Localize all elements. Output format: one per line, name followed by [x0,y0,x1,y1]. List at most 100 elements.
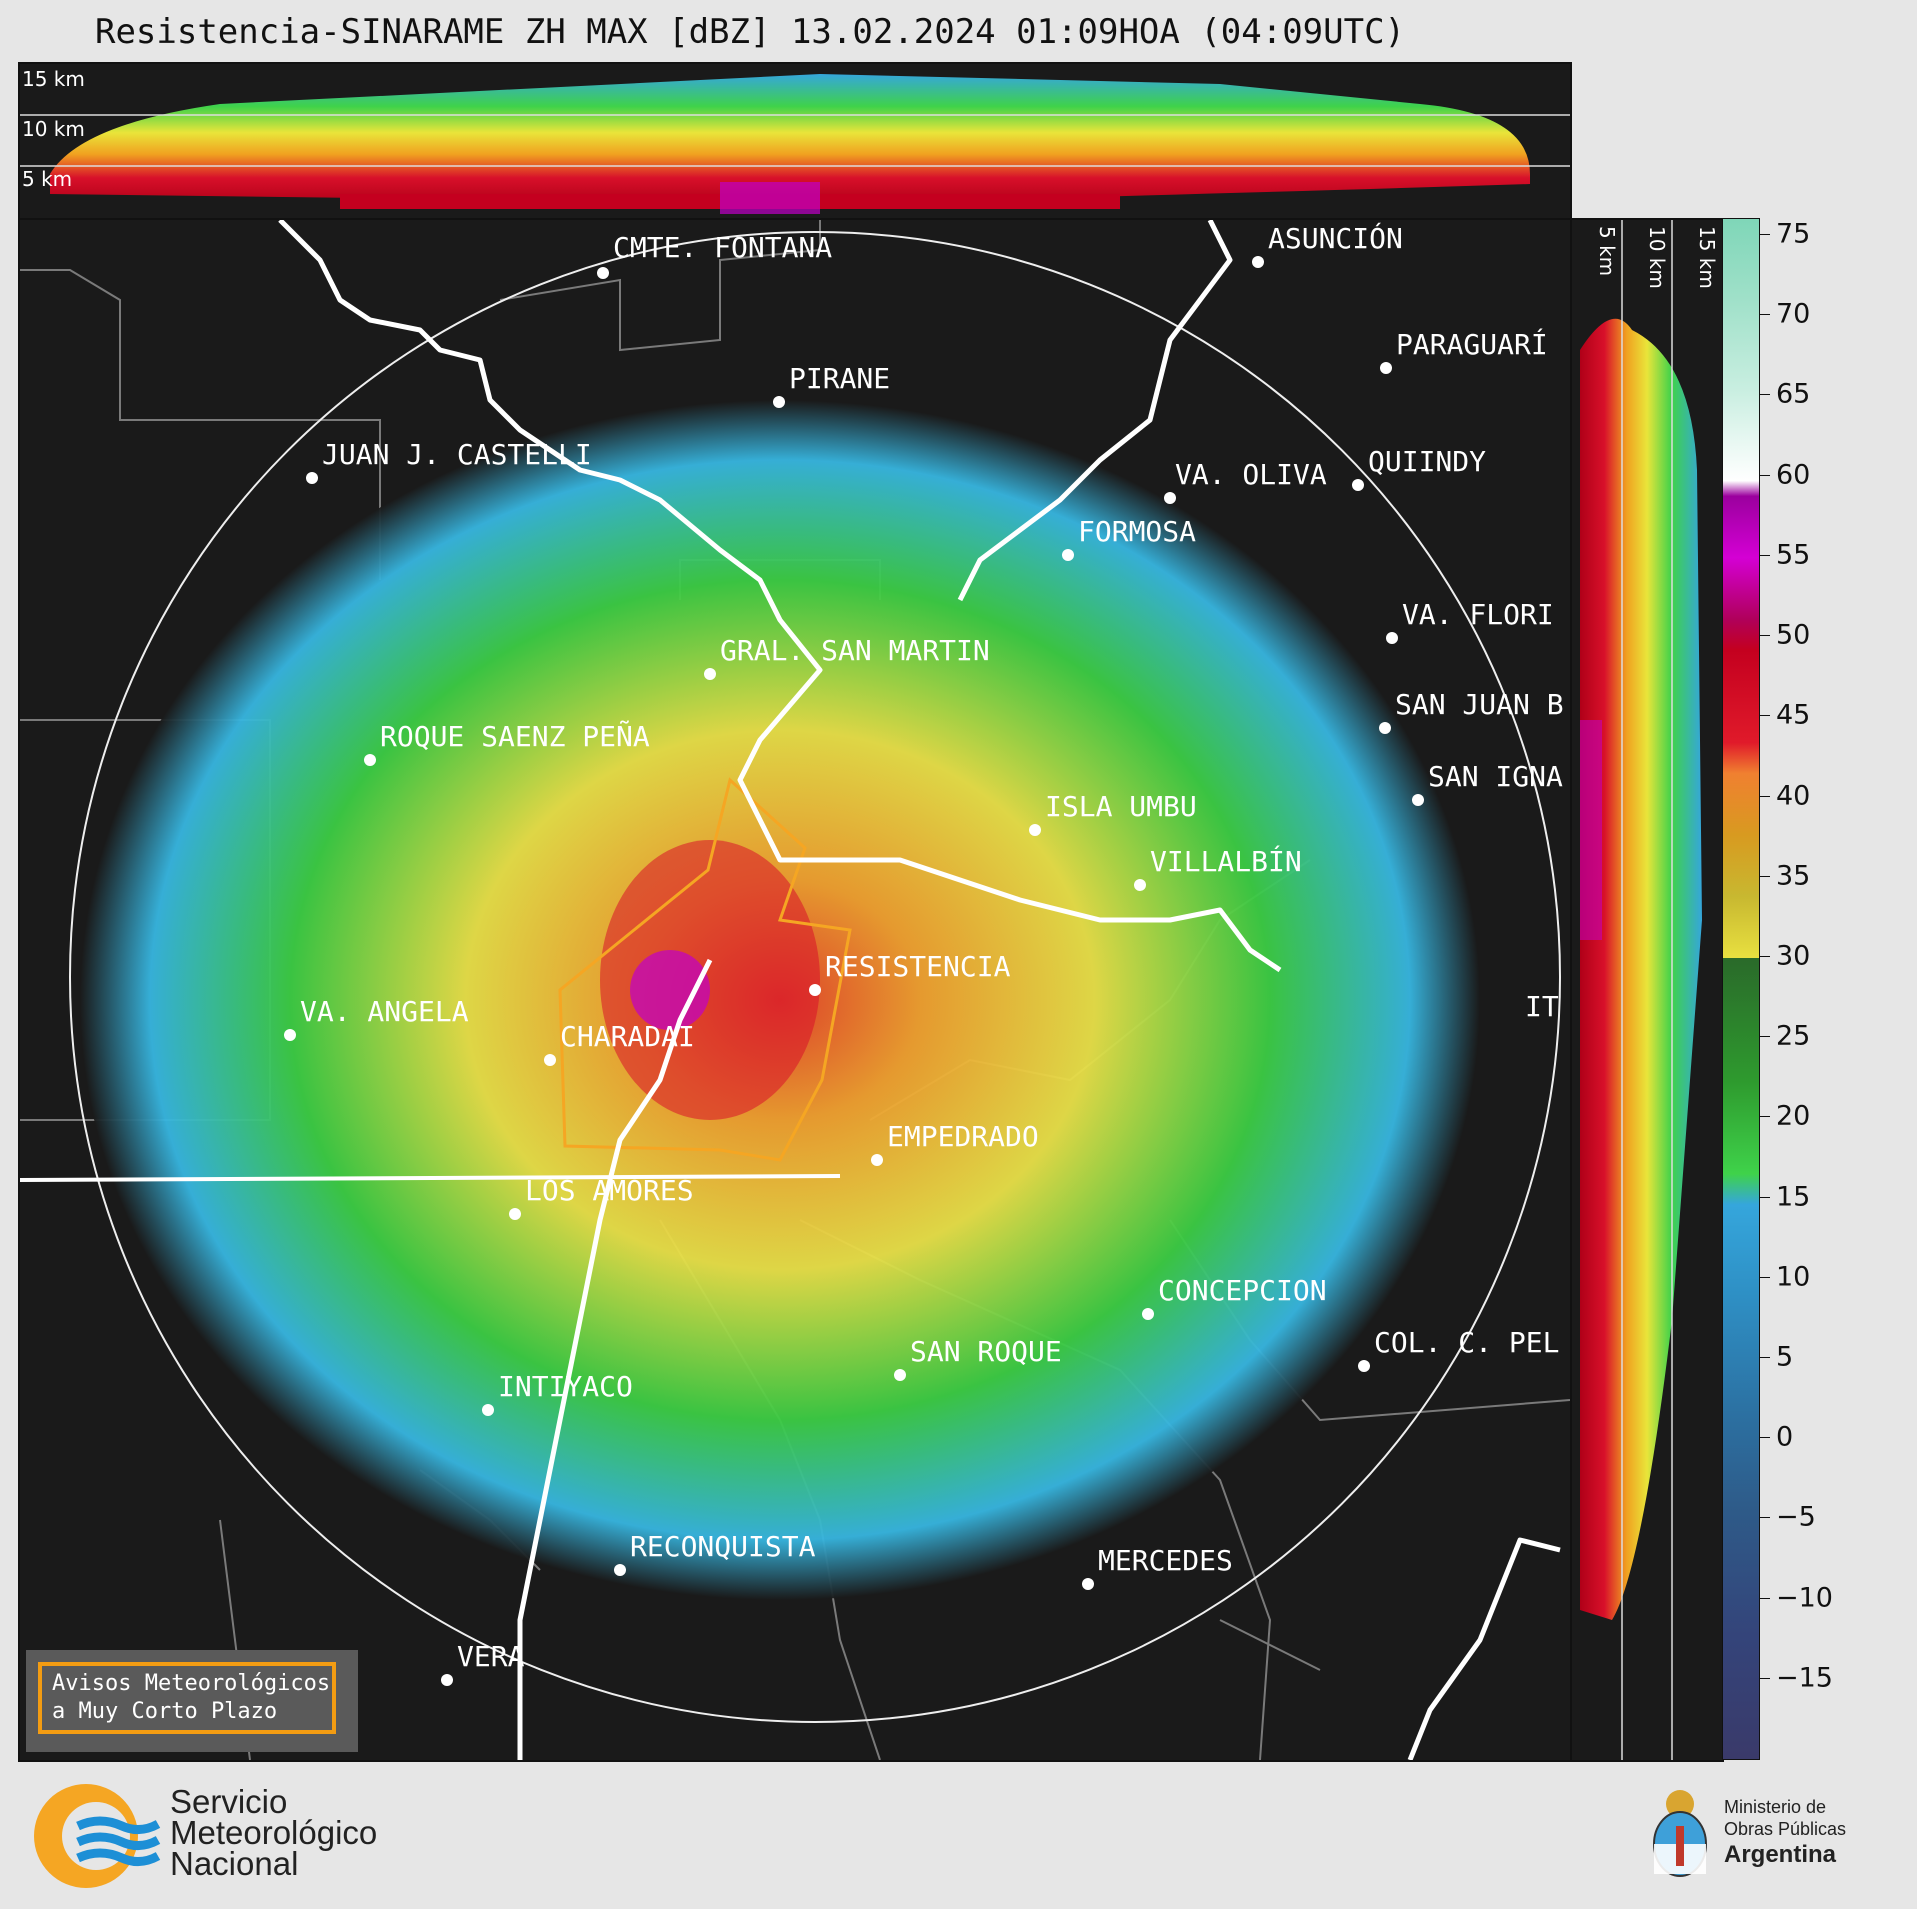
colorbar-tick-label: 5 [1776,1341,1794,1373]
colorbar-tick [1760,635,1770,637]
smn-logo-mark [34,1784,161,1888]
colorbar-tick [1760,1517,1770,1519]
city-va-oliva: VA. OLIVA [1175,458,1327,491]
city-quiindy: QUIINDY [1368,445,1486,478]
city-san-juan-b: SAN JUAN B [1395,688,1564,721]
city-los-amores: LOS AMORES [525,1174,694,1207]
strong-echo-core [600,840,820,1120]
city-charadai: CHARADAI [560,1020,695,1053]
colorbar-tick [1760,1677,1770,1679]
warning-legend-frame: Avisos Meteorológicos a Muy Corto Plazo [38,1662,336,1734]
colorbar-tick-label: 15 [1776,1181,1811,1213]
right-15km-label: 15 km [1695,226,1719,289]
colorbar-tick [1760,234,1770,236]
right-cross-section-plot: 5 km 10 km 15 km [1580,220,1719,1760]
page-title: Resistencia-SINARAME ZH MAX [dBZ] 13.02.… [94,12,1406,52]
colorbar-tick-label: 20 [1776,1100,1811,1132]
colorbar-tick [1760,1356,1770,1358]
top-15km-label: 15 km [22,67,85,91]
city-labels: CMTE. FONTANA ASUNCIÓN PARAGUARÍ PIRANE … [300,221,1564,1673]
ministry-line-2: Obras Públicas [1724,1819,1847,1839]
colorbar-tick-label: 25 [1776,1020,1811,1052]
colorbar-tick-label: 35 [1776,860,1811,892]
city-formosa: FORMOSA [1078,515,1196,548]
colorbar-tick-label: 10 [1776,1261,1811,1293]
city-paraguari: PARAGUARÍ [1396,327,1548,361]
smn-line-1: Servicio [170,1783,288,1820]
top-echo-profile [50,74,1530,204]
top-10km-label: 10 km [22,117,85,141]
smn-logo: Servicio Meteorológico Nacional [30,1778,430,1894]
colorbar-tick-label: 65 [1776,378,1811,410]
colorbar-tick-label: 75 [1776,218,1811,250]
colorbar-tick [1760,394,1770,396]
colorbar-tick [1760,955,1770,957]
city-san-igna: SAN IGNA [1428,760,1563,793]
city-col-c-pel: COL. C. PEL [1374,1326,1559,1359]
top-5km-label: 5 km [22,167,72,191]
colorbar-tick [1760,1276,1770,1278]
ministry-line-3: Argentina [1724,1841,1837,1868]
city-gral-san-martin: GRAL. SAN MARTIN [720,634,990,667]
smn-line-2: Meteorológico [170,1814,378,1851]
radar-map-svg: CMTE. FONTANA ASUNCIÓN PARAGUARÍ PIRANE … [20,220,1570,1760]
city-pirane: PIRANE [789,362,890,395]
smn-logo-text: Servicio Meteorológico Nacional [170,1783,378,1882]
colorbar-tick [1760,1036,1770,1038]
ministry-line-1: Ministerio de [1724,1797,1827,1817]
colorbar-tick-label: 60 [1776,459,1811,491]
colorbar-tick [1760,715,1770,717]
city-villalbin: VILLALBÍN [1150,844,1302,878]
colorbar-tick-label: 40 [1776,780,1811,811]
radar-map-panel: CMTE. FONTANA ASUNCIÓN PARAGUARÍ PIRANE … [18,218,1572,1762]
colorbar-tick-label: 50 [1776,619,1811,651]
colorbar-tick [1760,1196,1770,1198]
city-juan-j-castelli: JUAN J. CASTELLI [322,438,592,471]
rivers [20,220,1561,1760]
colorbar-tick-label: −15 [1776,1662,1833,1694]
city-mercedes: MERCEDES [1098,1544,1233,1577]
city-markers [284,256,1424,1686]
city-va-angela: VA. ANGELA [300,995,469,1028]
colorbar-tick-label: −5 [1776,1501,1816,1533]
argentina-coat-of-arms-icon [1653,1790,1707,1877]
colorbar-tick-label: 30 [1776,940,1811,972]
warning-legend-box: Avisos Meteorológicos a Muy Corto Plazo [26,1650,358,1752]
city-concepcion: CONCEPCION [1158,1274,1327,1307]
ministry-logo: Ministerio de Obras Públicas Argentina [1640,1782,1900,1886]
top-cross-section-plot: 15 km 10 km 5 km [20,67,1570,214]
colorbar-tick [1760,314,1770,316]
city-isla-umbu: ISLA UMBU [1045,790,1197,823]
colorbar-tick [1760,554,1770,556]
dbz-colorbar [1722,218,1760,1760]
ministry-logo-text: Ministerio de Obras Públicas Argentina [1724,1796,1846,1870]
colorbar-tick [1760,795,1770,797]
city-intiyaco: INTIYACO [498,1370,633,1403]
colorbar-tick [1760,1597,1770,1599]
city-san-roque: SAN ROQUE [910,1335,1062,1368]
right-10km-label: 10 km [1645,226,1669,289]
colorbar-tick-label: −10 [1776,1582,1833,1614]
city-asuncion: ASUNCIÓN [1268,221,1403,255]
city-it: IT [1525,990,1559,1023]
warning-line-2: a Muy Corto Plazo [52,1699,278,1724]
warning-line-1: Avisos Meteorológicos [52,1671,331,1696]
colorbar-tick [1760,1116,1770,1118]
max-echo-core [630,950,710,1030]
right-echo-profile [1580,318,1702,1620]
city-va-flori: VA. FLORI [1402,598,1554,631]
colorbar-tick-label: 45 [1776,699,1811,731]
city-roque-saenz-pena: ROQUE SAENZ PEÑA [380,719,650,753]
city-reconquista: RECONQUISTA [630,1530,816,1563]
top-cross-section-panel: 15 km 10 km 5 km [18,62,1572,220]
top-max-core [720,182,820,214]
smn-line-3: Nacional [170,1845,299,1882]
right-5km-label: 5 km [1595,226,1619,276]
right-cross-section-panel: 5 km 10 km 15 km [1570,218,1724,1762]
colorbar-tick [1760,1437,1770,1439]
colorbar-tick-label: 70 [1776,298,1811,330]
warning-area-outline [558,777,852,1162]
colorbar-tick [1760,474,1770,476]
city-empedrado: EMPEDRADO [887,1120,1039,1153]
city-resistencia: RESISTENCIA [825,950,1011,983]
